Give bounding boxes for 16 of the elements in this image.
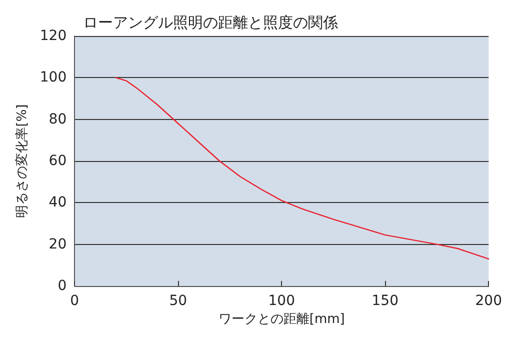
y-tick-label: 0 [58, 278, 67, 294]
x-tick-label: 0 [70, 293, 80, 309]
x-tick-label: 150 [372, 293, 398, 309]
y-tick-label: 80 [48, 111, 67, 128]
x-tick-label: 50 [169, 293, 188, 309]
x-axis-title: ワークとの距離[mm] [218, 312, 345, 327]
y-tick-label: 120 [40, 28, 67, 44]
chart-title: ローアングル照明の距離と照度の関係 [83, 14, 338, 32]
y-tick-label: 60 [48, 153, 67, 169]
line-series [115, 77, 490, 260]
y-tick-label: 40 [48, 194, 67, 211]
y-axis-title: 明るさの変化率[%] [14, 104, 30, 218]
x-tick-label: 200 [475, 293, 502, 309]
x-tick-label: 100 [268, 293, 295, 309]
y-tick-label: 20 [48, 236, 67, 252]
y-tick-label: 100 [40, 70, 67, 86]
